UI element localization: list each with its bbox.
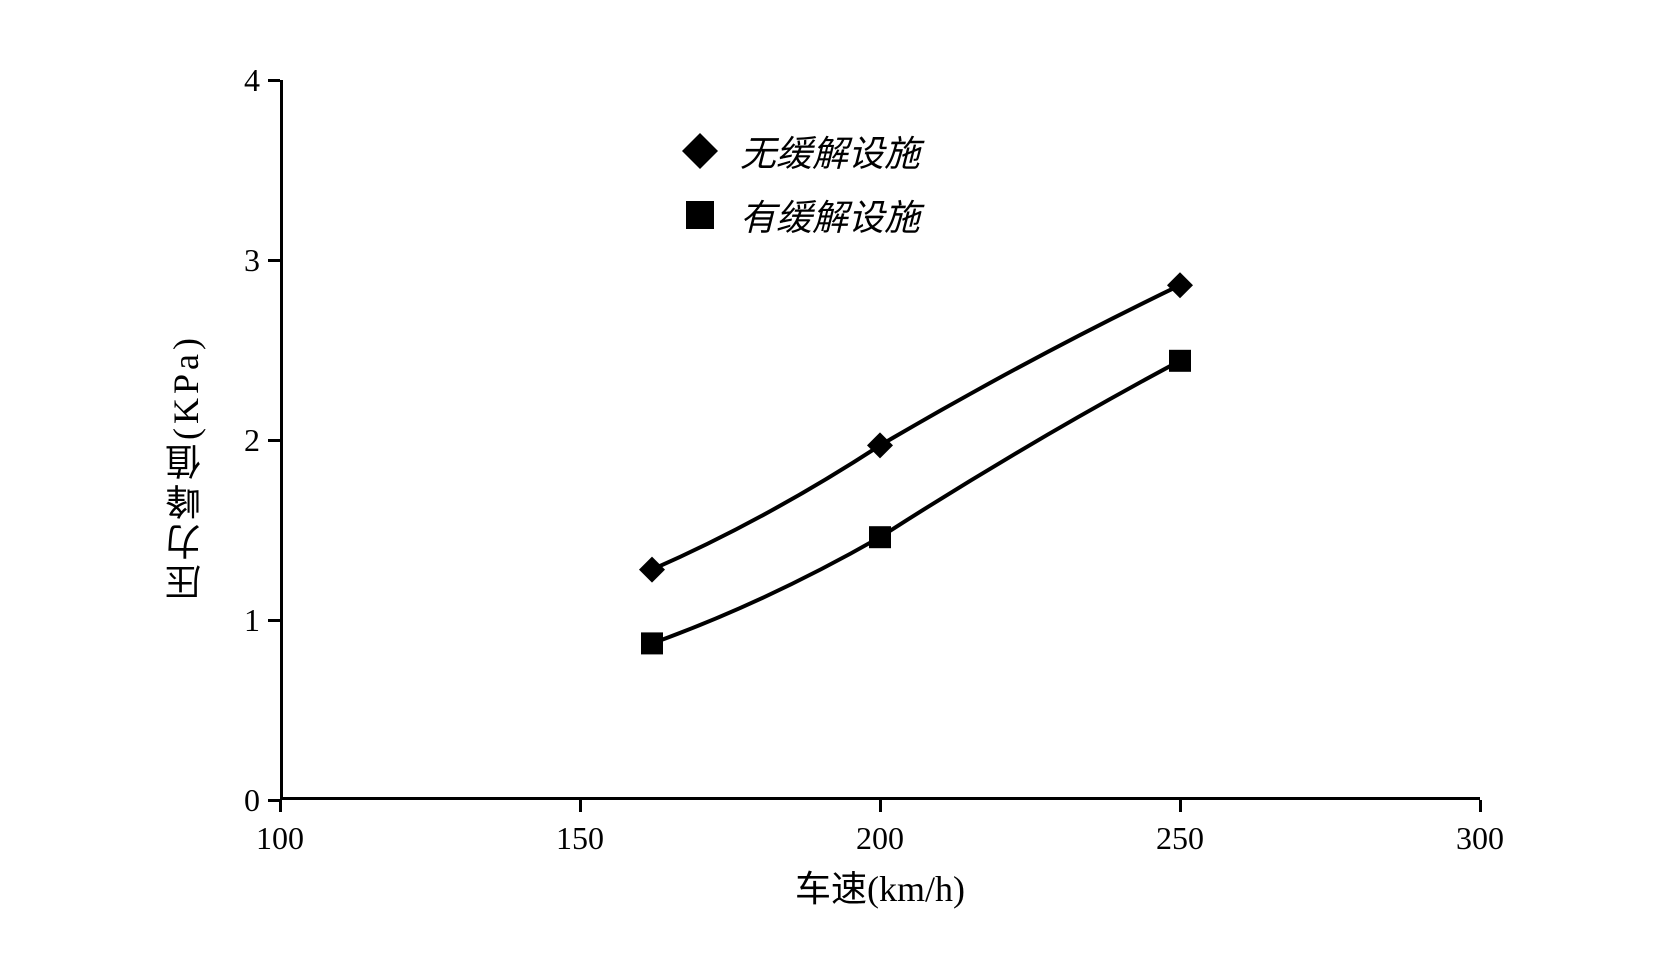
y-tick-label: 2: [210, 422, 260, 459]
x-tick: [879, 800, 882, 812]
y-axis-title: 压力峰值(KPa): [160, 240, 212, 600]
y-tick-label: 0: [210, 782, 260, 819]
y-tick: [268, 79, 280, 82]
diamond-icon: [680, 131, 720, 171]
plot-area: 无缓解设施 有缓解设施: [280, 80, 1480, 800]
x-tick: [279, 800, 282, 812]
x-tick-label: 200: [840, 820, 920, 857]
square-icon: [680, 195, 720, 235]
x-axis-title: 车速(km/h): [280, 860, 1480, 912]
diamond-marker: [1167, 272, 1193, 298]
x-tick: [1479, 800, 1482, 812]
chart-container: 无缓解设施 有缓解设施 0 1 2 3 4 100 150 200 250 300 压力峰值(K…: [80, 40, 1600, 920]
x-tick-label: 150: [540, 820, 620, 857]
x-tick-label: 250: [1140, 820, 1220, 857]
y-tick-label: 4: [210, 62, 260, 99]
legend-label-1: 有缓解设施: [740, 189, 920, 241]
series-line: [652, 285, 1180, 569]
square-marker: [1169, 350, 1191, 372]
legend-item-0: 无缓解设施: [680, 125, 920, 177]
y-tick-label: 1: [210, 602, 260, 639]
legend: 无缓解设施 有缓解设施: [680, 125, 920, 253]
x-tick: [579, 800, 582, 812]
y-tick: [268, 439, 280, 442]
series-line: [652, 361, 1180, 644]
diamond-marker: [867, 432, 893, 458]
legend-item-1: 有缓解设施: [680, 189, 920, 241]
x-tick: [1179, 800, 1182, 812]
square-marker: [641, 632, 663, 654]
y-tick-label: 3: [210, 242, 260, 279]
x-tick-label: 300: [1440, 820, 1520, 857]
x-tick-label: 100: [240, 820, 320, 857]
square-marker: [869, 526, 891, 548]
y-tick: [268, 619, 280, 622]
y-tick: [268, 259, 280, 262]
legend-label-0: 无缓解设施: [740, 125, 920, 177]
diamond-marker: [639, 557, 665, 583]
